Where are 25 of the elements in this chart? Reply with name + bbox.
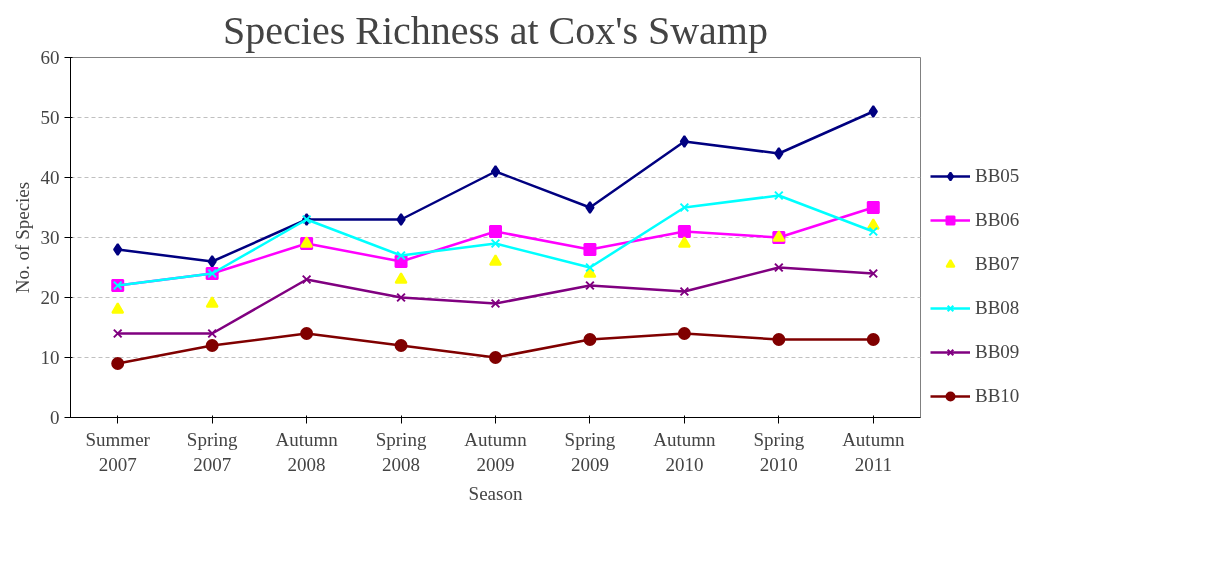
y-axis-title: No. of Species xyxy=(11,181,33,294)
y-tick-label: 30 xyxy=(40,227,60,248)
legend-label: BB06 xyxy=(975,209,1020,231)
x-tick-label: Autumn 2011 xyxy=(842,428,905,475)
legend-label: BB05 xyxy=(975,165,1020,187)
y-tick-label: 10 xyxy=(40,347,60,368)
y-tick-label: 20 xyxy=(40,287,60,308)
x-axis-title: Season xyxy=(468,482,523,504)
x-tick-label: Autumn 2009 xyxy=(464,428,528,475)
y-tick-label: 50 xyxy=(40,107,60,128)
y-tick-label: 60 xyxy=(40,47,60,68)
y-tick-label: 0 xyxy=(50,407,60,428)
x-tick-label: Spring 2008 xyxy=(375,428,427,475)
x-tick-label: Autumn 2008 xyxy=(275,428,339,475)
y-tick-label: 40 xyxy=(40,167,60,188)
legend-label: BB10 xyxy=(975,385,1020,407)
x-tick-label: Spring 2007 xyxy=(186,428,238,475)
x-tick-label: Summer 2007 xyxy=(85,428,151,475)
x-tick-label: Spring 2010 xyxy=(753,428,805,475)
legend-label: BB07 xyxy=(975,253,1020,275)
chart-title: Species Richness at Cox's Swamp xyxy=(223,7,768,53)
legend-label: BB09 xyxy=(975,341,1020,363)
legend-label: BB08 xyxy=(975,297,1020,319)
x-tick-label: Autumn 2010 xyxy=(653,428,717,475)
x-tick-label: Spring 2009 xyxy=(564,428,616,475)
